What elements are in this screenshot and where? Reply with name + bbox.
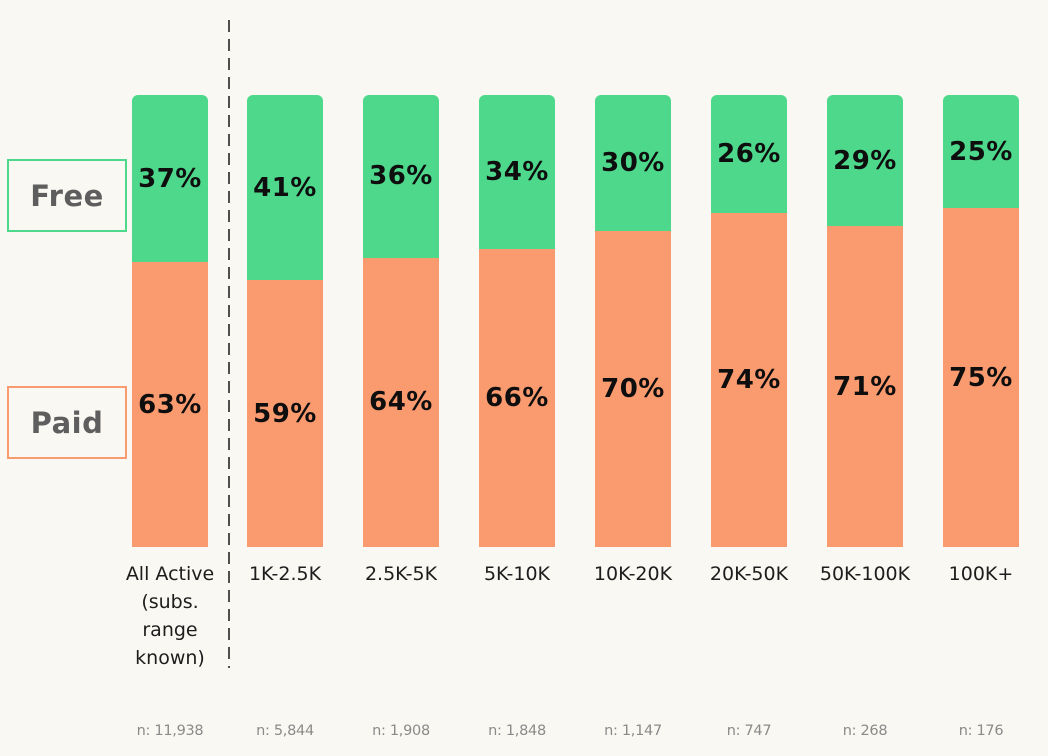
free-segment: 41% xyxy=(247,95,323,281)
free-value-label: 30% xyxy=(601,147,665,178)
stacked-bar: 29% 71% xyxy=(827,95,903,547)
free-value-label: 25% xyxy=(949,136,1013,167)
free-segment: 29% xyxy=(827,95,903,227)
free-value-label: 41% xyxy=(253,172,317,203)
stacked-bar: 34% 66% xyxy=(479,95,555,547)
paid-segment: 70% xyxy=(595,230,671,547)
free-segment: 25% xyxy=(943,95,1019,208)
category-label: All Active (subs. range known) xyxy=(125,563,215,669)
legend-paid-label: Paid xyxy=(30,405,104,440)
free-value-label: 29% xyxy=(833,145,897,176)
sample-size-label: n: 11,938 xyxy=(136,723,204,739)
stacked-bar: 25% 75% xyxy=(943,95,1019,547)
paid-value-label: 70% xyxy=(601,373,665,404)
sample-size-label: n: 1,908 xyxy=(372,723,430,739)
bar-group-1k-2-5k: 41% 59% 1K-2.5K n: 5,844 xyxy=(227,95,343,739)
sample-size-label: n: 268 xyxy=(842,723,888,739)
free-value-label: 34% xyxy=(485,156,549,187)
sample-size-label: n: 5,844 xyxy=(256,723,314,739)
bar-group-10k-20k: 30% 70% 10K-20K n: 1,147 xyxy=(575,95,691,739)
paid-value-label: 71% xyxy=(833,371,897,402)
stacked-bar: 30% 70% xyxy=(595,95,671,547)
bar-group-5k-10k: 34% 66% 5K-10K n: 1,848 xyxy=(459,95,575,739)
divider-dashed-line xyxy=(228,20,230,668)
paid-value-label: 63% xyxy=(138,389,202,420)
paid-segment: 74% xyxy=(711,212,787,547)
paid-segment: 75% xyxy=(943,208,1019,547)
stacked-bar: 37% 63% xyxy=(132,95,208,547)
paid-segment: 59% xyxy=(247,280,323,547)
category-label: 20K-50K xyxy=(709,563,789,585)
paid-segment: 64% xyxy=(363,257,439,547)
free-segment: 34% xyxy=(479,95,555,249)
category-label: 1K-2.5K xyxy=(248,563,322,585)
free-segment: 36% xyxy=(363,95,439,258)
free-value-label: 36% xyxy=(369,161,433,192)
category-label: 2.5K-5K xyxy=(364,563,438,585)
paid-value-label: 66% xyxy=(485,382,549,413)
sample-size-label: n: 1,848 xyxy=(488,723,546,739)
category-label: 10K-20K xyxy=(593,563,673,585)
category-label: 5K-10K xyxy=(483,563,551,585)
bar-group-50k-100k: 29% 71% 50K-100K n: 268 xyxy=(807,95,923,739)
bar-group-2-5k-5k: 36% 64% 2.5K-5K n: 1,908 xyxy=(343,95,459,739)
bar-group-100k-plus: 25% 75% 100K+ n: 176 xyxy=(923,95,1039,739)
sample-size-label: n: 176 xyxy=(958,723,1004,739)
free-value-label: 26% xyxy=(717,138,781,169)
paid-segment: 71% xyxy=(827,226,903,547)
bar-group-20k-50k: 26% 74% 20K-50K n: 747 xyxy=(691,95,807,739)
paid-value-label: 59% xyxy=(253,398,317,429)
paid-segment: 63% xyxy=(132,262,208,547)
free-segment: 26% xyxy=(711,95,787,213)
category-label: 100K+ xyxy=(948,563,1014,585)
stacked-bar: 41% 59% xyxy=(247,95,323,547)
legend-free-box: Free xyxy=(7,159,127,232)
paid-value-label: 75% xyxy=(949,362,1013,393)
sample-size-label: n: 747 xyxy=(726,723,772,739)
paid-value-label: 64% xyxy=(369,387,433,418)
stacked-bar: 36% 64% xyxy=(363,95,439,547)
legend-paid-box: Paid xyxy=(7,386,127,459)
paid-value-label: 74% xyxy=(717,364,781,395)
free-segment: 37% xyxy=(132,95,208,263)
bar-group-all-active: 37% 63% All Active (subs. range known) n… xyxy=(112,95,228,739)
category-label: 50K-100K xyxy=(819,563,911,585)
free-value-label: 37% xyxy=(138,163,202,194)
legend-free-label: Free xyxy=(30,178,104,213)
paid-segment: 66% xyxy=(479,248,555,547)
free-segment: 30% xyxy=(595,95,671,231)
sample-size-label: n: 1,147 xyxy=(604,723,662,739)
stacked-bar: 26% 74% xyxy=(711,95,787,547)
